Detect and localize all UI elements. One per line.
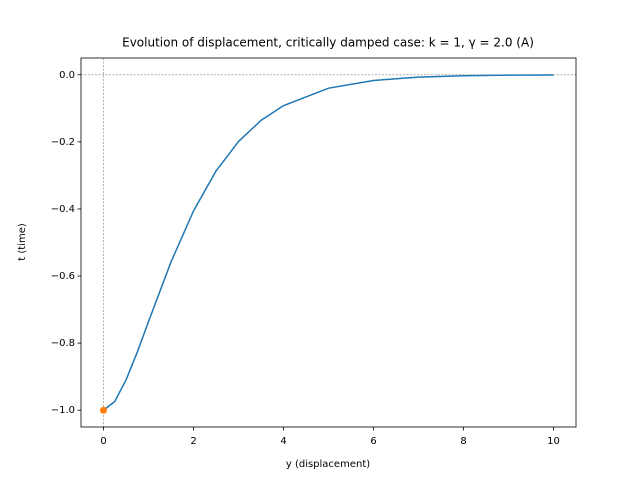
y-axis-label: t (time) [17,223,28,261]
y-tick-label: −0.8 [51,338,75,349]
x-tick-label: 0 [100,436,106,447]
x-tick-label: 6 [370,436,376,447]
y-tick-label: −0.2 [51,137,75,148]
y-tick-label: −0.6 [51,271,75,282]
chart-title: Evolution of displacement, critically da… [122,36,534,50]
y-tick-label: 0.0 [59,70,75,81]
plot-frame [80,57,577,428]
data-point [100,406,107,414]
y-tick-label: −1.0 [51,405,75,416]
x-tick-label: 10 [547,436,560,447]
y-tick-label: −0.4 [51,204,75,215]
x-tick-label: 8 [460,436,466,447]
x-tick-label: 4 [280,436,286,447]
x-tick-label: 2 [190,436,196,447]
x-axis-label: y (displacement) [286,459,370,470]
data-line [103,74,554,411]
